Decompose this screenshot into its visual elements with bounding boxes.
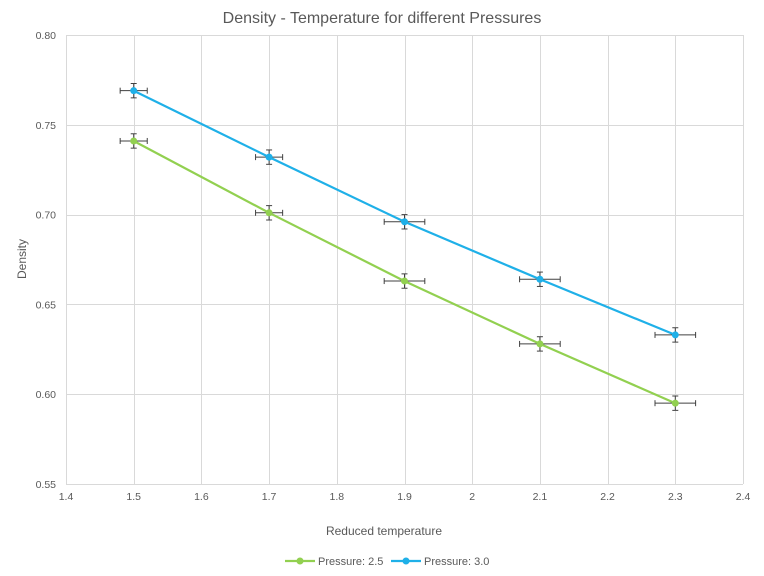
- y-tick-label: 0.55: [36, 479, 57, 491]
- legend-item: Pressure: 3.0: [391, 556, 489, 568]
- data-point: [401, 218, 408, 226]
- series-1: [119, 133, 697, 411]
- data-point: [130, 137, 138, 145]
- x-tick-label: 1.4: [59, 491, 74, 503]
- x-axis-ticks: 1.4 1.5 1.6 1.7 1.8 1.9 2 2.1 2.2 2.3 2.4: [59, 491, 751, 503]
- y-tick-label: 0.75: [36, 120, 57, 132]
- legend-label: Pressure: 3.0: [424, 556, 489, 568]
- legend: Pressure: 2.5 Pressure: 3.0: [285, 556, 489, 568]
- x-tick-label: 1.9: [397, 491, 412, 503]
- data-point: [536, 275, 544, 283]
- legend-label: Pressure: 2.5: [318, 556, 383, 568]
- legend-marker: [296, 557, 304, 565]
- data-point: [536, 340, 544, 348]
- data-point: [265, 209, 273, 217]
- x-tick-label: 1.5: [126, 491, 141, 503]
- y-tick-label: 0.65: [36, 299, 57, 311]
- x-tick-label: 2.4: [736, 491, 751, 503]
- chart-title: Density - Temperature for different Pres…: [223, 10, 542, 27]
- data-point: [671, 399, 679, 407]
- data-point: [401, 277, 408, 285]
- series-line: [133, 140, 676, 405]
- data-point: [671, 331, 679, 339]
- x-tick-label: 1.6: [194, 491, 209, 503]
- x-tick-label: 1.8: [329, 491, 344, 503]
- series-line: [133, 89, 676, 336]
- y-axis-label: Density: [15, 239, 29, 279]
- legend-item: Pressure: 2.5: [285, 556, 383, 568]
- y-tick-label: 0.80: [36, 30, 57, 42]
- data-point: [265, 153, 273, 161]
- series-group: [119, 82, 697, 411]
- x-tick-label: 2.1: [533, 491, 548, 503]
- gridlines: [66, 35, 744, 485]
- x-tick-label: 2.3: [668, 491, 683, 503]
- series-2: [119, 82, 697, 343]
- y-axis-ticks: 0.55 0.60 0.65 0.70 0.75 0.80: [36, 30, 57, 491]
- x-tick-label: 2.2: [600, 491, 615, 503]
- x-tick-label: 1.7: [262, 491, 277, 503]
- legend-marker: [402, 557, 410, 565]
- x-tick-label: 2: [469, 491, 475, 503]
- y-tick-label: 0.70: [36, 210, 57, 222]
- y-tick-label: 0.60: [36, 389, 57, 401]
- data-point: [130, 87, 138, 95]
- x-axis-label: Reduced temperature: [326, 524, 442, 538]
